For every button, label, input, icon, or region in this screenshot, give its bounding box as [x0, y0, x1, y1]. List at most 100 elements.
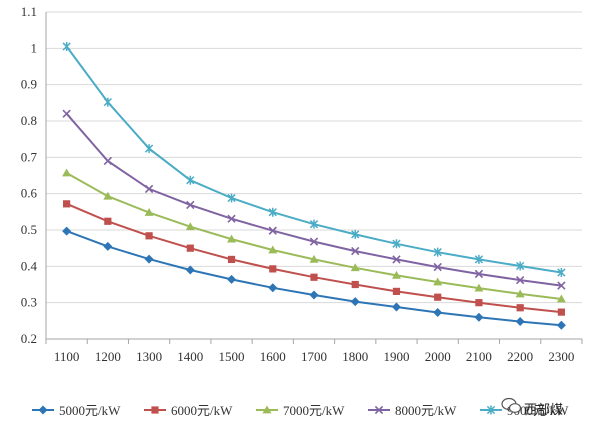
- data-point: [309, 237, 319, 246]
- legend-item: 9000元/kW: [480, 403, 569, 418]
- data-point: [433, 307, 443, 317]
- data-point: [186, 244, 194, 252]
- data-point: [227, 255, 236, 264]
- data-point: [268, 245, 278, 254]
- y-tick-label: 1: [31, 40, 38, 55]
- data-point: [516, 304, 524, 312]
- data-point: [104, 217, 112, 225]
- data-point: [556, 294, 566, 303]
- data-point: [62, 42, 71, 52]
- y-tick-label: 1.1: [21, 4, 37, 19]
- data-point: [144, 184, 154, 194]
- data-point: [392, 255, 401, 264]
- data-point: [392, 239, 401, 249]
- data-point: [474, 312, 484, 322]
- x-tick-label: 1800: [342, 349, 368, 364]
- legend-marker: [38, 405, 48, 415]
- data-point: [227, 193, 236, 203]
- data-point: [145, 232, 153, 240]
- series-1: [62, 226, 566, 330]
- x-tick-label: 1100: [54, 349, 80, 364]
- data-point: [227, 274, 237, 284]
- data-point: [433, 277, 443, 286]
- data-point: [433, 247, 442, 257]
- data-point: [227, 234, 237, 243]
- data-point: [557, 308, 565, 316]
- y-tick-label: 0.4: [21, 258, 38, 273]
- data-point: [515, 275, 525, 285]
- x-tick-label: 2100: [466, 349, 492, 364]
- legend: 5000元/kW 6000元/kW 7000元/kW 8000元/kW 9000元/kW: [32, 403, 569, 418]
- x-tick-label: 1200: [95, 349, 121, 364]
- data-point: [103, 241, 113, 251]
- data-point: [474, 269, 484, 279]
- legend-item: 6000元/kW: [144, 403, 233, 418]
- data-point: [391, 270, 401, 279]
- data-point: [556, 320, 566, 330]
- legend-label: 8000元/kW: [395, 403, 457, 418]
- data-point: [185, 222, 195, 231]
- axes: 0.2 0.3 0.4 0.5 0.6 0.7 0.8 0.9 1 1.1 1100 1200 1300…: [21, 4, 583, 364]
- data-point: [144, 208, 154, 216]
- data-point: [351, 280, 359, 289]
- data-point: [268, 207, 277, 217]
- x-tick-label: 1500: [219, 349, 245, 364]
- data-point: [557, 281, 566, 290]
- y-tick-label: 0.9: [21, 77, 37, 92]
- watermark-text: 西部煤: [524, 403, 563, 418]
- y-tick-label: 0.3: [21, 295, 37, 310]
- y-tick-label: 0.6: [21, 186, 38, 201]
- x-tick-label: 1900: [383, 349, 409, 364]
- x-tick-label: 1700: [301, 349, 327, 364]
- data-point: [350, 297, 360, 307]
- legend-marker: [374, 405, 384, 415]
- x-tick-label: 2300: [548, 349, 574, 364]
- x-tick-label: 2200: [507, 349, 533, 364]
- legend-marker: [151, 406, 159, 414]
- legend-label: 6000元/kW: [171, 403, 233, 418]
- x-tick-label: 1600: [260, 349, 286, 364]
- data-point: [434, 293, 442, 301]
- data-point: [62, 168, 72, 177]
- data-point: [103, 97, 112, 107]
- data-point: [62, 226, 72, 236]
- series-line: [65, 45, 562, 274]
- x-tick-label: 2000: [425, 349, 451, 364]
- watermark: 西部煤: [501, 397, 563, 418]
- data-point: [392, 287, 401, 296]
- y-tick-label: 0.5: [21, 222, 37, 237]
- data-point: [63, 200, 71, 208]
- data-point: [350, 263, 360, 272]
- legend-marker: [262, 405, 272, 414]
- data-point: [310, 273, 318, 281]
- legend-item: 8000元/kW: [368, 403, 457, 418]
- legend-item: 5000元/kW: [32, 403, 121, 418]
- wechat-icon: [501, 397, 522, 413]
- data-point: [185, 265, 195, 275]
- data-point: [103, 156, 113, 166]
- data-point: [309, 219, 319, 229]
- data-point: [474, 254, 484, 264]
- data-point: [269, 265, 277, 273]
- data-point: [474, 283, 484, 292]
- x-tick-label: 1400: [177, 349, 203, 364]
- data-point: [433, 262, 442, 272]
- series-3: [62, 168, 566, 303]
- data-point: [186, 200, 195, 210]
- data-point: [144, 254, 154, 264]
- series-2: [63, 200, 565, 316]
- data-point: [103, 191, 113, 200]
- legend-item: 7000元/kW: [256, 403, 345, 418]
- y-tick-label: 0.8: [21, 113, 37, 128]
- legend-label: 7000元/kW: [283, 403, 345, 418]
- data-point: [351, 229, 360, 239]
- data-point: [227, 214, 236, 223]
- data-point: [516, 261, 525, 271]
- data-point: [515, 289, 525, 298]
- x-tick-label: 1300: [136, 349, 162, 364]
- legend-marker: [486, 405, 496, 415]
- y-tick-label: 0.2: [21, 331, 37, 346]
- data-point: [515, 317, 525, 327]
- y-tick-label: 0.7: [21, 149, 38, 164]
